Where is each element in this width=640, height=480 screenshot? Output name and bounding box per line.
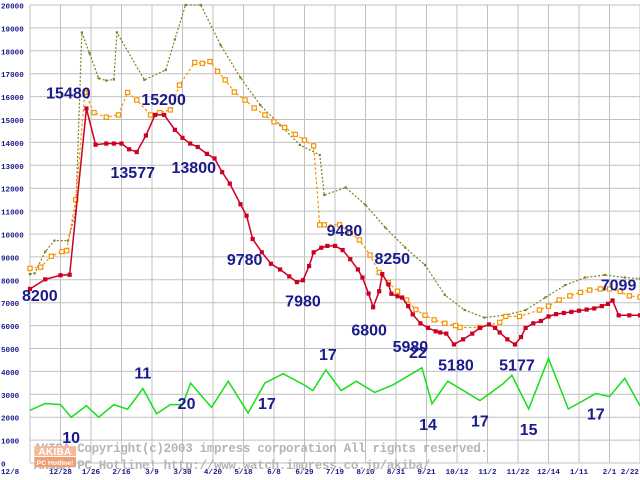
svg-text:15480: 15480 bbox=[46, 86, 91, 103]
svg-text:11/2: 11/2 bbox=[478, 469, 497, 477]
svg-text:6000: 6000 bbox=[1, 324, 20, 332]
svg-text:17: 17 bbox=[587, 407, 605, 424]
svg-text:17: 17 bbox=[471, 414, 489, 431]
svg-text:AKIBA Copyright(c)2003 impress: AKIBA Copyright(c)2003 impress corporati… bbox=[34, 442, 488, 456]
svg-text:AKIBA: AKIBA bbox=[38, 447, 71, 458]
svg-text:12/8: 12/8 bbox=[1, 469, 20, 477]
svg-text:17: 17 bbox=[258, 396, 276, 413]
svg-text:20: 20 bbox=[178, 396, 196, 413]
svg-text:10/12: 10/12 bbox=[446, 469, 469, 477]
svg-text:14000: 14000 bbox=[1, 141, 24, 149]
svg-text:2000: 2000 bbox=[1, 416, 20, 424]
svg-text:6800: 6800 bbox=[351, 322, 387, 339]
svg-text:12000: 12000 bbox=[1, 187, 24, 195]
svg-text:13577: 13577 bbox=[111, 165, 156, 182]
svg-text:13000: 13000 bbox=[1, 164, 24, 172]
svg-text:1000: 1000 bbox=[1, 439, 20, 447]
svg-text:15: 15 bbox=[520, 422, 538, 439]
svg-text:22: 22 bbox=[409, 345, 427, 362]
svg-text:1/11: 1/11 bbox=[570, 469, 589, 477]
svg-text:4000: 4000 bbox=[1, 370, 20, 378]
svg-text:2/22: 2/22 bbox=[621, 469, 640, 477]
svg-text:11: 11 bbox=[134, 366, 151, 383]
svg-text:9000: 9000 bbox=[1, 255, 20, 263]
svg-text:7000: 7000 bbox=[1, 301, 20, 309]
svg-text:13800: 13800 bbox=[172, 160, 217, 177]
svg-text:5000: 5000 bbox=[1, 347, 20, 355]
svg-text:5177: 5177 bbox=[499, 357, 535, 374]
svg-text:7980: 7980 bbox=[285, 293, 321, 310]
svg-text:17: 17 bbox=[319, 347, 337, 364]
svg-text:PC Hotline!: PC Hotline! bbox=[37, 460, 74, 467]
svg-text:20000: 20000 bbox=[1, 4, 24, 12]
svg-text:14: 14 bbox=[419, 417, 437, 434]
svg-text:9780: 9780 bbox=[227, 252, 263, 269]
svg-text:15000: 15000 bbox=[1, 118, 24, 126]
svg-text:8250: 8250 bbox=[374, 251, 410, 268]
svg-text:8000: 8000 bbox=[1, 278, 20, 286]
svg-text:15200: 15200 bbox=[141, 92, 186, 109]
svg-text:11/22: 11/22 bbox=[507, 469, 530, 477]
svg-text:9480: 9480 bbox=[327, 223, 363, 240]
svg-text:3000: 3000 bbox=[1, 393, 20, 401]
svg-text:16000: 16000 bbox=[1, 95, 24, 103]
svg-text:8200: 8200 bbox=[22, 288, 58, 305]
svg-text:5180: 5180 bbox=[438, 357, 474, 374]
svg-text:11000: 11000 bbox=[1, 210, 24, 218]
svg-text:2/1: 2/1 bbox=[603, 469, 617, 477]
svg-text:12/14: 12/14 bbox=[537, 469, 560, 477]
svg-text:7099: 7099 bbox=[601, 277, 637, 294]
svg-text:17000: 17000 bbox=[1, 72, 24, 80]
svg-text:19000: 19000 bbox=[1, 26, 24, 34]
svg-text:18000: 18000 bbox=[1, 49, 24, 57]
svg-text:10000: 10000 bbox=[1, 233, 24, 241]
svg-text:AKIBA PC Hotline! http://www: AKIBA PC Hotline! http://www.watch.impre… bbox=[34, 459, 430, 473]
